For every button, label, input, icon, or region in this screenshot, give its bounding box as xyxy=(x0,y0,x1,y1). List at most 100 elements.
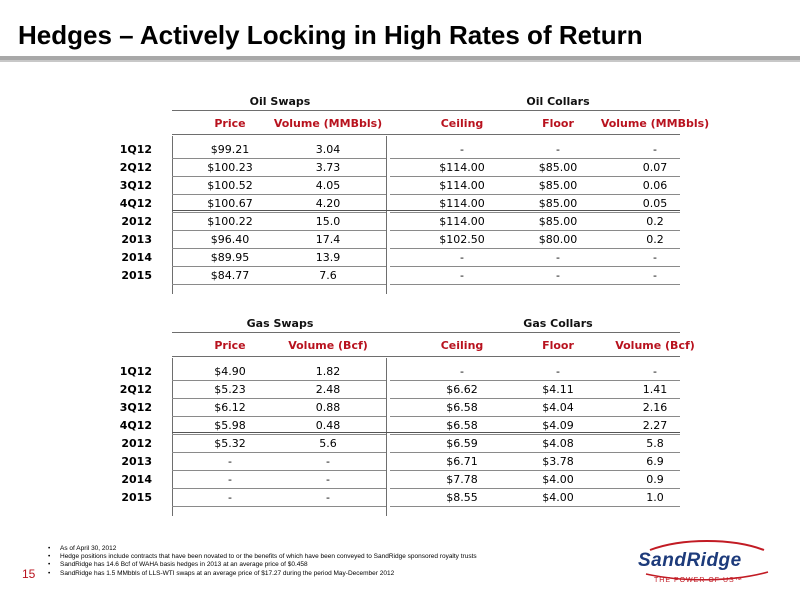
header-underline xyxy=(172,356,680,357)
row-label: 2013 xyxy=(121,455,152,468)
cell-ceiling: $6.58 xyxy=(446,419,478,432)
column-header: Ceiling xyxy=(440,117,484,130)
cell-ceiling: $114.00 xyxy=(439,179,485,192)
cell-volume: 4.20 xyxy=(315,197,341,210)
cell-cvolume: - xyxy=(653,251,657,264)
table-row: 2014 $89.95 13.9 - - - xyxy=(110,248,680,266)
cell-price: $5.23 xyxy=(214,383,246,396)
cell-floor: $3.78 xyxy=(542,455,574,468)
cell-volume: 5.6 xyxy=(319,437,337,450)
row-divider xyxy=(172,194,386,195)
row-divider xyxy=(390,230,680,231)
row-divider xyxy=(172,398,386,399)
cell-cvolume: 1.41 xyxy=(642,383,668,396)
column-header-row: Price Volume (Bcf) Ceiling Floor Volume (Bcf… xyxy=(110,334,694,356)
cell-ceiling: $7.78 xyxy=(446,473,478,486)
cell-floor: $4.00 xyxy=(542,473,574,486)
row-label: 2014 xyxy=(121,251,152,264)
cell-floor: $4.09 xyxy=(542,419,574,432)
cell-price: $5.98 xyxy=(214,419,246,432)
row-label: 2012 xyxy=(121,437,152,450)
row-divider xyxy=(390,398,680,399)
page-title: Hedges – Actively Locking in High Rates … xyxy=(18,20,643,50)
column-divider xyxy=(172,358,173,516)
row-label: 3Q12 xyxy=(119,401,152,414)
cell-floor: $4.11 xyxy=(542,383,574,396)
cell-price: $4.90 xyxy=(214,365,246,378)
row-divider xyxy=(172,452,386,453)
cell-price: $100.52 xyxy=(207,179,253,192)
table-row: 1Q12 $99.21 3.04 - - - xyxy=(110,140,680,158)
row-divider xyxy=(390,434,680,435)
cell-volume: - xyxy=(326,455,330,468)
cell-volume: 17.4 xyxy=(315,233,341,246)
cell-price: $89.95 xyxy=(210,251,250,264)
table-row: 2014 - - $7.78 $4.00 0.9 xyxy=(110,470,680,488)
row-divider xyxy=(172,506,386,507)
cell-price: - xyxy=(228,491,232,504)
cell-cvolume: 0.2 xyxy=(646,233,664,246)
group-header-row: Gas Swaps Gas Collars xyxy=(110,314,680,332)
row-divider xyxy=(172,176,386,177)
column-header: Volume (Bcf) xyxy=(288,339,368,352)
column-divider xyxy=(386,136,387,294)
cell-volume: 7.6 xyxy=(319,269,337,282)
row-label: 2013 xyxy=(121,233,152,246)
cell-volume: 3.04 xyxy=(315,143,341,156)
cell-cvolume: - xyxy=(653,143,657,156)
header-underline xyxy=(172,134,680,135)
footnote: SandRidge has 1.5 MMbbls of LLS-WTI swap… xyxy=(48,570,477,578)
cell-volume: 4.05 xyxy=(315,179,341,192)
table-row: 2Q12 $5.23 2.48 $6.62 $4.11 1.41 xyxy=(110,380,680,398)
cell-volume: 2.48 xyxy=(315,383,341,396)
swaps-group-label: Gas Swaps xyxy=(246,317,314,330)
cell-cvolume: 6.9 xyxy=(646,455,664,468)
column-header: Price xyxy=(214,117,246,130)
row-divider xyxy=(172,230,386,231)
cell-volume: - xyxy=(326,491,330,504)
row-divider xyxy=(390,284,680,285)
cell-floor: $80.00 xyxy=(538,233,578,246)
row-divider xyxy=(390,158,680,159)
row-divider xyxy=(172,488,386,489)
row-divider xyxy=(390,212,680,213)
row-divider xyxy=(390,416,680,417)
table-row: 1Q12 $4.90 1.82 - - - xyxy=(110,362,680,380)
title-rule xyxy=(0,56,800,60)
cell-cvolume: 0.05 xyxy=(642,197,668,210)
cell-ceiling: - xyxy=(460,251,464,264)
row-divider xyxy=(390,266,680,267)
cell-price: $6.12 xyxy=(214,401,246,414)
row-label: 1Q12 xyxy=(119,365,152,378)
row-divider xyxy=(390,176,680,177)
table-row: 2013 - - $6.71 $3.78 6.9 xyxy=(110,452,680,470)
row-label: 3Q12 xyxy=(119,179,152,192)
table-row: 2015 - - $8.55 $4.00 1.0 xyxy=(110,488,680,506)
cell-volume: - xyxy=(326,473,330,486)
row-label: 4Q12 xyxy=(119,419,152,432)
table-row: 3Q12 $6.12 0.88 $6.58 $4.04 2.16 xyxy=(110,398,680,416)
cell-floor: - xyxy=(556,365,560,378)
column-header: Floor xyxy=(542,117,574,130)
row-divider xyxy=(172,212,386,213)
cell-volume: 0.48 xyxy=(315,419,341,432)
cell-floor: $4.08 xyxy=(542,437,574,450)
cell-price: $99.21 xyxy=(210,143,250,156)
cell-floor: $85.00 xyxy=(538,215,578,228)
footnote: As of April 30, 2012 xyxy=(48,545,477,553)
cell-price: $100.23 xyxy=(207,161,253,174)
group-underline xyxy=(172,110,680,111)
row-divider xyxy=(390,194,680,195)
row-label: 2014 xyxy=(121,473,152,486)
table-row: 2015 $84.77 7.6 - - - xyxy=(110,266,680,284)
cell-volume: 1.82 xyxy=(315,365,341,378)
cell-floor: - xyxy=(556,143,560,156)
table-row: 3Q12 $100.52 4.05 $114.00 $85.00 0.06 xyxy=(110,176,680,194)
logo-swoosh-icon xyxy=(645,540,769,581)
table-row: 2013 $96.40 17.4 $102.50 $80.00 0.2 xyxy=(110,230,680,248)
row-label: 2Q12 xyxy=(119,161,152,174)
cell-cvolume: 0.06 xyxy=(642,179,668,192)
cell-cvolume: 5.8 xyxy=(646,437,664,450)
gas-hedges-table: Gas Swaps Gas Collars Price Volume (Bcf) Cei… xyxy=(110,314,695,516)
cell-price: $100.22 xyxy=(207,215,253,228)
